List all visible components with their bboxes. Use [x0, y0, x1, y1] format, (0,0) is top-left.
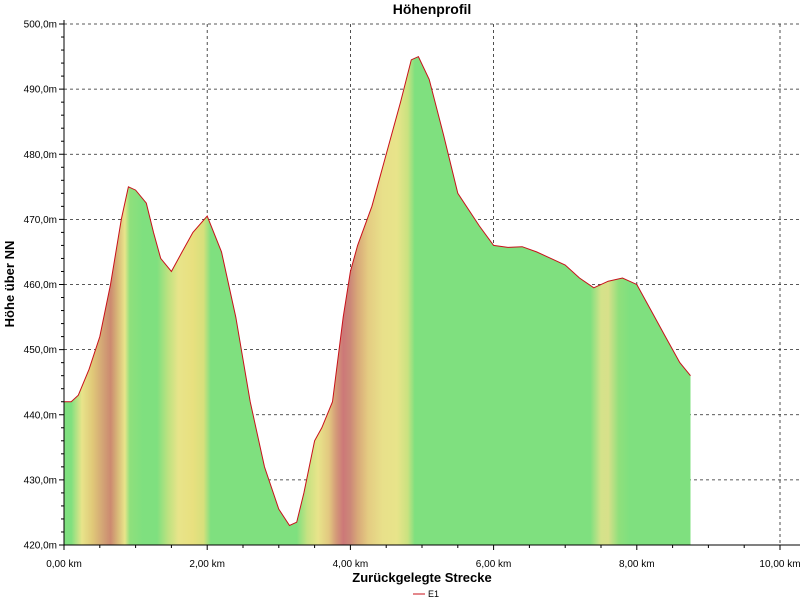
x-axis-title: Zurückgelegte Strecke: [352, 570, 491, 585]
x-tick-label: 4,00 km: [333, 559, 369, 570]
x-tick-labels: 0,00 km 2,00 km 4,00 km 6,00 km 8,00 km 10,00…: [46, 559, 800, 570]
y-tick-label: 460,0m: [24, 280, 57, 291]
series-line-E1: [64, 55, 691, 527]
y-tick-labels: 420,0m 430,0m 440,0m 450,0m 460,0m 470,0m 480,…: [24, 20, 57, 552]
y-tick-label: 480,0m: [24, 150, 57, 161]
y-axis-title: Höhe über NN: [2, 241, 17, 328]
x-tick-label: 8,00 km: [619, 559, 655, 570]
y-tick-label: 420,0m: [24, 541, 57, 552]
y-tick-label: 440,0m: [24, 410, 57, 421]
y-tick-label: 430,0m: [24, 475, 57, 486]
y-tick-label: 500,0m: [24, 20, 57, 31]
chart-title: Höhenprofil: [393, 1, 472, 17]
legend-label-E1: E1: [428, 589, 439, 599]
elevation-area-fill: [64, 56, 691, 545]
x-tick-label: 0,00 km: [46, 559, 82, 570]
y-tick-label: 470,0m: [24, 215, 57, 226]
chart-axes: [59, 20, 800, 550]
legend: E1: [413, 589, 439, 599]
x-tick-label: 10,00 km: [759, 559, 800, 570]
x-tick-label: 2,00 km: [189, 559, 225, 570]
y-tick-label: 490,0m: [24, 85, 57, 96]
y-tick-label: 450,0m: [24, 345, 57, 356]
x-tick-label: 6,00 km: [476, 559, 512, 570]
